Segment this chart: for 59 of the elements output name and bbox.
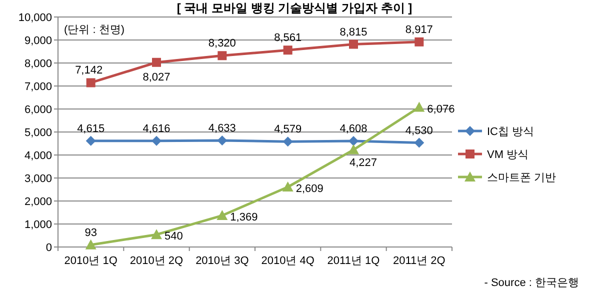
text: - Source : 한국은행 — [484, 277, 579, 289]
legend-label: VM 방식 — [487, 149, 529, 161]
y-tick-label: 4,000 — [24, 150, 52, 162]
y-tick-label: 7,000 — [24, 81, 52, 93]
y-tick-label: 10,000 — [18, 12, 52, 24]
data-label: 8,027 — [142, 71, 170, 84]
point — [283, 46, 292, 55]
y-tick-label: 0 — [46, 242, 52, 254]
x-tick-label: 2010년 2Q — [130, 255, 184, 267]
data-label: 7,142 — [75, 64, 103, 77]
point — [414, 37, 424, 46]
data-label: 8,917 — [405, 24, 433, 36]
data-label: 4,615 — [77, 122, 105, 135]
point — [216, 210, 228, 220]
data-label: 4,616 — [142, 122, 170, 135]
x-tick-label: 2011년 2Q — [392, 255, 446, 267]
y-tick-label: 3,000 — [24, 173, 52, 185]
point — [151, 229, 162, 240]
point — [414, 102, 425, 112]
data-label: 4,608 — [340, 123, 368, 136]
x-tick-label: 2010년 3Q — [196, 255, 250, 267]
point — [282, 136, 293, 147]
chart-title: [ 국내 모바일 뱅킹 기술방식별 가입자 추이 ] — [176, 1, 412, 15]
legend-label: 스마트폰 기반 — [487, 172, 556, 184]
point — [152, 58, 161, 67]
point — [85, 239, 96, 250]
data-label: 4,227 — [350, 156, 378, 169]
data-label: 4,633 — [208, 122, 236, 134]
data-label: 540 — [164, 230, 183, 243]
point — [348, 144, 359, 154]
point — [282, 181, 294, 192]
point — [86, 136, 96, 146]
data-label: 6,076 — [427, 103, 455, 116]
x-tick-label: 2011년 1Q — [327, 255, 380, 267]
y-tick-label: 9,000 — [24, 35, 52, 47]
point — [348, 136, 358, 146]
point — [86, 78, 96, 88]
y-tick-label: 6,000 — [24, 104, 52, 116]
point — [218, 51, 227, 60]
data-label: 8,320 — [208, 38, 236, 50]
y-tick-label: 8,000 — [24, 58, 52, 70]
point — [414, 138, 424, 148]
data-label: 4,579 — [274, 124, 302, 136]
y-tick-label: 1,000 — [24, 219, 52, 231]
x-tick-label: 2010년 4Q — [261, 255, 315, 267]
data-label: 8,815 — [340, 26, 368, 38]
data-label: 93 — [84, 226, 97, 239]
x-tick-label: 2010년 1Q — [64, 255, 118, 267]
annotation: (단위 : 천명) — [64, 24, 124, 36]
data-label: 1,369 — [230, 212, 258, 224]
data-label: 8,561 — [274, 32, 302, 44]
y-tick-label: 5,000 — [24, 127, 52, 139]
point — [349, 40, 358, 49]
point — [217, 135, 228, 146]
data-label: 4,530 — [405, 124, 433, 137]
point — [152, 136, 162, 146]
data-label: 2,609 — [296, 182, 324, 195]
legend-label: IC칩 방식 — [487, 126, 534, 138]
y-tick-label: 2,000 — [24, 196, 52, 208]
